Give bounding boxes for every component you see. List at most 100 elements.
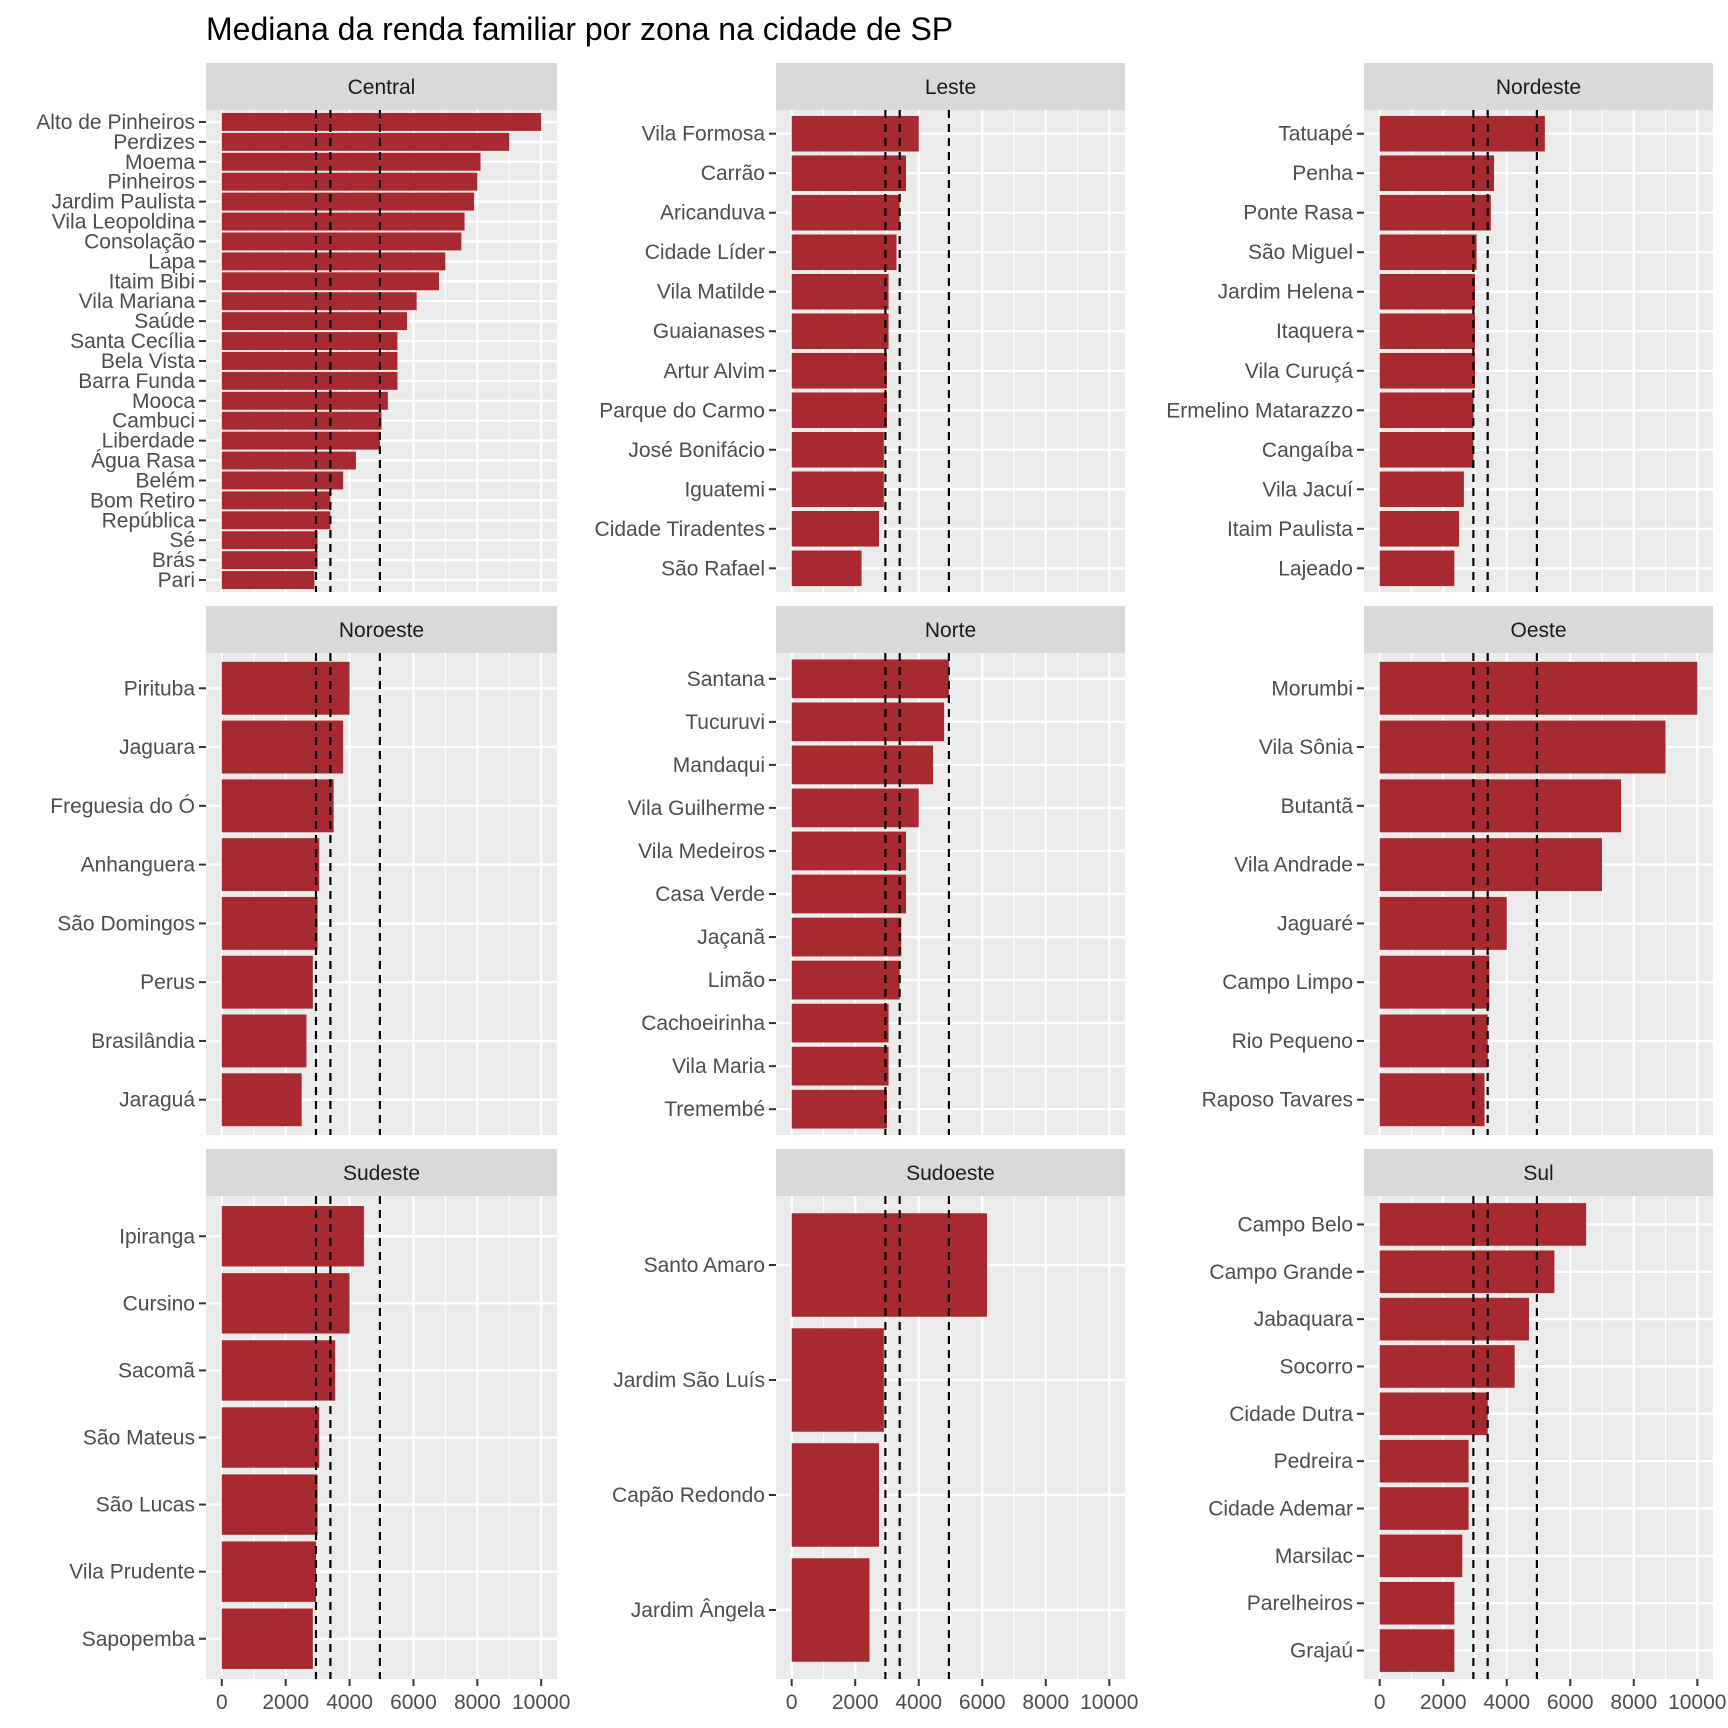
x-tick-label: 4000 [895,1691,942,1714]
chart-title: Mediana da renda familiar por zona na ci… [206,11,953,47]
facet-central: Central Alto de PinheirosPerdizesMoemaPin… [36,63,557,592]
y-tick-label: Carrão [701,162,765,185]
bar [1379,392,1474,429]
y-tick-label: Vila Medeiros [638,840,765,863]
y-tick-label: Tatuapé [1278,123,1353,146]
facet-panels: Central Alto de PinheirosPerdizesMoemaPin… [36,63,1726,1714]
bar [1379,838,1603,892]
bar [221,451,356,470]
facet-strip-label: Sudoeste [906,1162,995,1185]
bar [791,1003,889,1043]
y-tick-label: Perdizes [113,131,195,154]
facet-nordeste: Nordeste Tatuapé Penha Ponte Rasa São Miguel… [1166,63,1713,592]
y-tick-label: Campo Belo [1237,1213,1353,1236]
x-tick-label: 10000 [512,1691,570,1714]
bar [221,1073,302,1127]
bar [791,960,900,1000]
y-tick-label: Vila Mariana [79,290,196,313]
y-tick-label: Santa Cecília [70,330,195,353]
y-tick-label: Santana [687,668,766,691]
facet-norte: Norte Santana Tucuruvi Mandaqui Vila Guilher… [628,606,1125,1135]
bar [1379,1073,1485,1127]
facet-strip-label: Leste [925,76,976,99]
y-tick-label: Itaim Paulista [1227,518,1353,541]
bar [1379,234,1477,271]
bar [221,1273,350,1334]
y-tick-label: Tremembé [664,1098,765,1121]
bar [1379,1392,1488,1436]
y-tick-label: Moema [125,151,195,174]
facet-strip [776,1149,1125,1196]
bar [791,1213,988,1317]
bar [1379,1629,1455,1672]
bar [1379,661,1698,715]
bar [1379,720,1666,774]
y-tick-label: Brás [152,549,195,572]
y-tick-label: Lajeado [1278,557,1353,580]
y-tick-label: Cidade Ademar [1208,1498,1353,1521]
x-tick-label: 0 [786,1691,798,1714]
bar [1379,1014,1488,1068]
bar [221,351,398,370]
bar [221,1014,307,1068]
bar [1379,896,1507,950]
bar [791,745,934,785]
y-tick-label: Cursino [123,1292,195,1315]
bar [221,172,478,191]
bar [791,511,880,547]
x-tick-label: 6000 [390,1691,437,1714]
bar [1379,1439,1469,1483]
bar [221,212,465,231]
bar [221,1608,313,1669]
bar [221,955,313,1009]
y-tick-label: Jardim Helena [1218,281,1354,304]
facet-strip-label: Sul [1523,1162,1553,1185]
y-tick-label: Grajaú [1290,1640,1353,1663]
y-tick-label: Sé [169,529,195,552]
bar [791,115,919,152]
y-tick-label: Cidade Dutra [1229,1403,1353,1426]
bar [221,661,350,715]
bar [221,491,331,510]
y-tick-label: Vila Leopoldina [52,211,196,234]
bar [1379,471,1464,508]
bar [221,1407,320,1468]
y-tick-label: República [102,509,196,532]
facet-strip [1364,1149,1713,1196]
bar [221,531,318,550]
y-tick-label: Campo Limpo [1222,971,1353,994]
bar [791,352,887,389]
y-tick-label: Água Rasa [91,450,195,473]
x-tick-label: 4000 [326,1691,373,1714]
bar [221,312,408,331]
bar [1379,1203,1587,1246]
y-tick-label: Marsilac [1275,1545,1353,1568]
facet-strip-label: Nordeste [1496,76,1581,99]
y-tick-label: São Mateus [83,1427,195,1450]
facet-strip [206,606,557,653]
bar [221,1541,317,1602]
facet-leste: Leste Vila Formosa Carrão Aricanduva Cidade … [595,63,1125,592]
bar [221,471,344,490]
x-tick-label: 4000 [1483,1691,1530,1714]
y-tick-label: Cachoeirinha [641,1012,765,1035]
facet-sudeste: Sudeste Ipiranga Cursino Sacomã São Mateus Sã… [69,1149,570,1714]
y-tick-label: Jabaquara [1254,1308,1354,1331]
y-tick-label: Socorro [1279,1355,1353,1378]
bar [221,292,417,311]
facet-strip-label: Sudeste [343,1162,420,1185]
bar [221,511,331,530]
y-tick-label: Cidade Líder [645,241,765,264]
bar [221,391,388,410]
y-tick-label: Mandaqui [673,754,765,777]
bar [791,874,907,914]
y-tick-label: Liberdade [102,430,195,453]
y-tick-label: Vila Curuçá [1245,360,1353,383]
bar [221,192,475,211]
y-tick-label: Aricanduva [660,202,765,225]
facet-strip [206,1149,557,1196]
y-tick-label: Lapa [148,250,195,273]
y-tick-label: Tucuruvi [685,711,765,734]
y-tick-label: Jardim São Luís [613,1369,765,1392]
